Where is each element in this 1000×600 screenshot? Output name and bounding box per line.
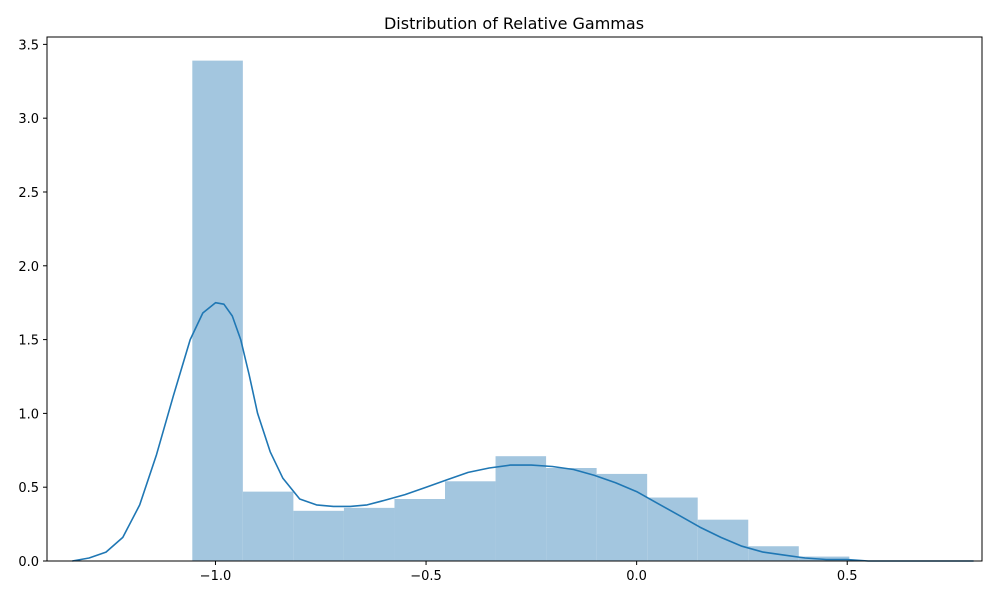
kde-line <box>72 301 974 562</box>
ticks: −1.0 −0.5 0.0 0.5 0.0 0.5 1.0 1.5 2.0 2.5 3.0 3.5 <box>18 38 857 584</box>
histogram-bar <box>647 497 698 561</box>
y-tick-label: 2.5 <box>18 186 39 201</box>
histogram-bar <box>192 60 243 561</box>
y-tick-label: 1.0 <box>18 407 39 422</box>
y-tick-label: 0.0 <box>18 555 39 570</box>
histogram-bar <box>343 507 395 561</box>
histogram-bar <box>445 481 496 561</box>
y-tick-label: 1.5 <box>18 334 39 349</box>
x-tick-label: −1.0 <box>200 569 232 584</box>
kde-layer <box>72 301 974 562</box>
histogram-bars <box>192 60 850 561</box>
plot-frame <box>46 36 983 562</box>
axes <box>46 36 983 562</box>
histogram-bar <box>242 491 294 561</box>
histogram-bar <box>495 456 547 561</box>
histogram-bar <box>596 473 648 561</box>
y-tick-label: 3.5 <box>18 38 39 53</box>
y-tick-label: 2.0 <box>18 260 39 275</box>
histogram-bar <box>394 499 446 561</box>
histogram-bar <box>697 519 749 561</box>
x-tick-label: 0.5 <box>837 569 858 584</box>
y-tick-label: 0.5 <box>18 481 39 496</box>
chart-title: Distribution of Relative Gammas <box>384 14 644 33</box>
x-tick-label: −0.5 <box>410 569 442 584</box>
y-tick-label: 3.0 <box>18 112 39 127</box>
histogram-bar <box>546 468 597 561</box>
histogram-bar <box>293 510 344 561</box>
x-tick-label: 0.0 <box>626 569 647 584</box>
